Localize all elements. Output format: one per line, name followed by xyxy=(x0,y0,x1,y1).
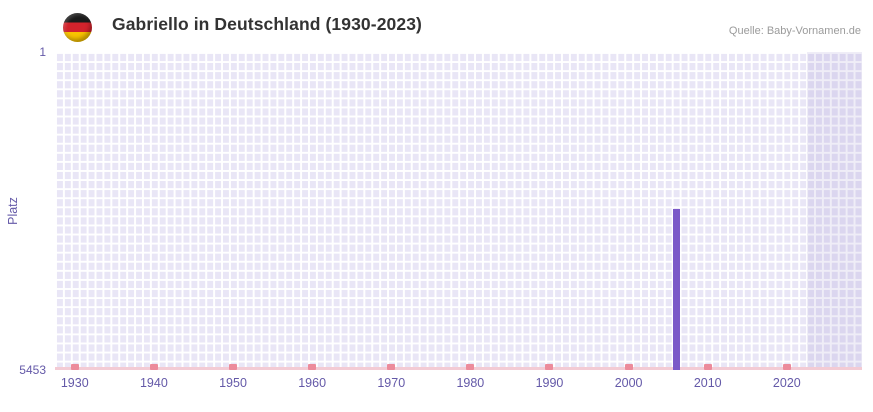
decade-mark-2020 xyxy=(782,364,791,370)
x-tick-label-1960: 1960 xyxy=(298,376,327,390)
y-tick-top: 1 xyxy=(39,45,46,59)
x-tick-label-1930: 1930 xyxy=(60,376,89,390)
x-axis-line xyxy=(55,367,862,370)
decade-mark-2010 xyxy=(703,364,712,370)
decade-mark-1950 xyxy=(229,364,237,370)
shaded-region-after-data xyxy=(806,52,862,370)
decade-mark-1980 xyxy=(466,364,475,370)
x-tick-label-2020: 2020 xyxy=(772,376,801,390)
decade-mark-1960 xyxy=(308,364,317,370)
x-tick-label-1940: 1940 xyxy=(139,376,168,390)
x-tick-label-2010: 2010 xyxy=(693,376,722,390)
x-tick-label-1980: 1980 xyxy=(456,376,485,390)
x-tick-label-2000: 2000 xyxy=(614,376,643,390)
x-tick-label-1990: 1990 xyxy=(535,376,564,390)
rank-bar-2006[interactable] xyxy=(672,209,680,370)
plot-area xyxy=(55,52,862,370)
x-axis-ticks: 1930 1940 1950 1960 1970 1980 1990 2000 2010 2020 xyxy=(55,376,862,398)
decade-mark-1970 xyxy=(387,364,396,370)
decade-mark-1940 xyxy=(149,364,158,370)
chart-title: Gabriello in Deutschland (1930-2023) xyxy=(112,14,422,34)
source-attribution: Quelle: Baby-Vornamen.de xyxy=(728,25,861,37)
x-tick-label-1970: 1970 xyxy=(377,376,406,390)
decade-mark-2000 xyxy=(624,364,633,370)
y-axis-label: Platz xyxy=(6,197,21,225)
y-tick-bottom: 5453 xyxy=(19,363,46,377)
y-axis-label-wrap: Platz xyxy=(0,52,26,370)
x-tick-label-1950: 1950 xyxy=(219,376,247,390)
decade-mark-1930 xyxy=(70,364,79,370)
germany-flag-icon xyxy=(63,13,92,42)
decade-mark-1990 xyxy=(545,364,554,370)
